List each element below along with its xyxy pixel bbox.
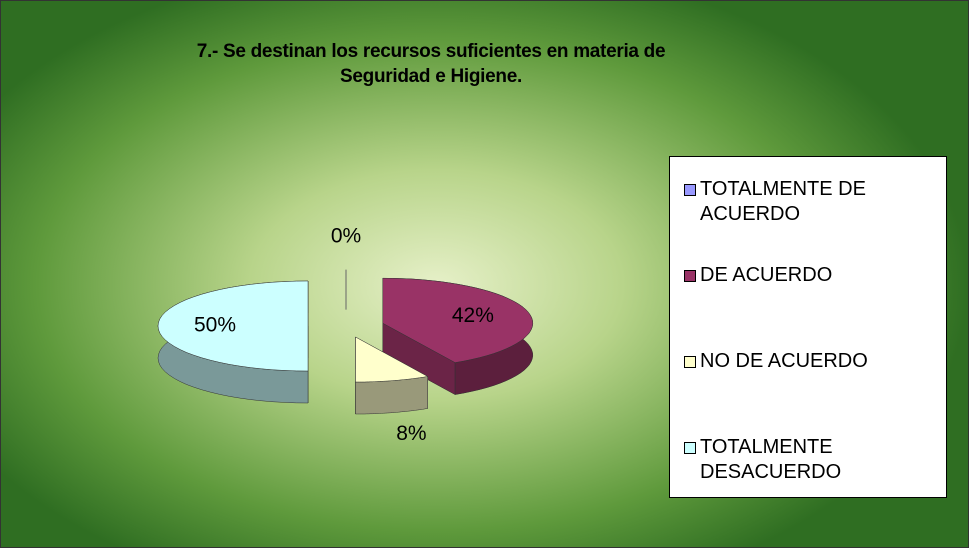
- legend-swatch: [684, 184, 696, 196]
- slice-top: [382, 277, 534, 363]
- legend: TOTALMENTE DE ACUERDO DE ACUERDO NO DE ACU…: [669, 156, 947, 498]
- legend-item: DE ACUERDO: [684, 263, 938, 349]
- data-label: 0%: [331, 225, 361, 248]
- data-label: 42%: [452, 304, 494, 327]
- legend-label: TOTALMENTE DE ACUERDO: [700, 178, 866, 225]
- legend-label: DE ACUERDO: [700, 264, 833, 286]
- slice-top: [157, 280, 309, 372]
- legend-item: TOTALMENTE DE ACUERDO: [684, 177, 938, 263]
- legend-swatch: [684, 356, 696, 368]
- data-label: 8%: [396, 422, 426, 445]
- legend-label: NO DE ACUERDO: [700, 350, 868, 372]
- pie-slice: [157, 280, 309, 404]
- data-label: 50%: [194, 314, 236, 337]
- legend-item: TOTALMENTE DESACUERDO: [684, 435, 938, 521]
- chart-title: 7.- Se destinan los recursos suficientes…: [196, 41, 666, 87]
- legend-swatch: [684, 270, 696, 282]
- legend-label: TOTALMENTE DESACUERDO: [700, 436, 842, 483]
- pie-slice: [355, 336, 429, 415]
- slice-top: [355, 336, 429, 383]
- legend-swatch: [684, 442, 696, 454]
- legend-item: NO DE ACUERDO: [684, 349, 938, 435]
